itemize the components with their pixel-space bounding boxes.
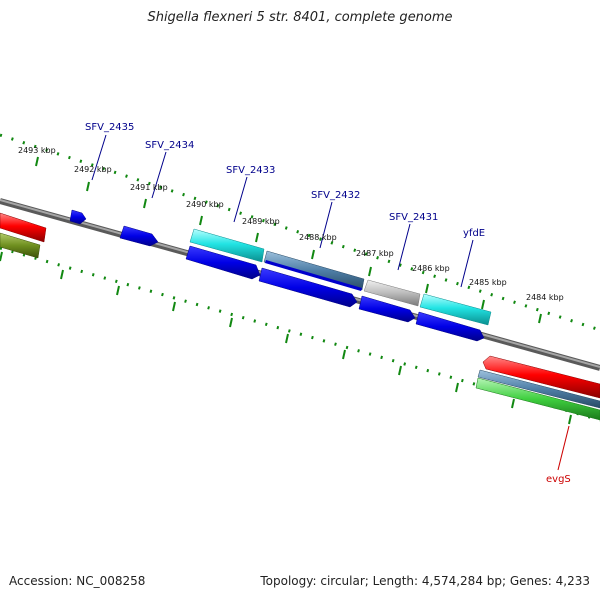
gene-label-sfv-2431: SFV_2431: [389, 212, 438, 223]
connector-sfv-2434: [151, 151, 167, 199]
inner-major-ticks: [0, 251, 572, 425]
connector-yfde: [460, 239, 474, 288]
gene-arrow: [358, 295, 416, 323]
kbp-label: 2485 kbp: [469, 278, 507, 287]
gene-label-sfv-2435: SFV_2435: [85, 122, 134, 133]
major-tick: [425, 283, 429, 294]
gene-label-yfde: yfdE: [463, 228, 485, 239]
gene-arrow-sfv-2433: [189, 228, 265, 263]
kbp-label: 2489 kbp: [242, 217, 280, 226]
forward-strand-genes: [0, 209, 492, 326]
map-title: Shigella flexneri 5 str. 8401, complete …: [147, 10, 453, 25]
gene-arrow-sfv-2431: [363, 279, 421, 307]
gene-arrow: [185, 245, 261, 280]
major-tick: [255, 232, 259, 243]
kbp-label: 2492 kbp: [74, 165, 112, 174]
major-tick: [199, 215, 203, 226]
kbp-label: 2491 kbp: [130, 183, 168, 192]
gene-name-labels: SFV_2435 SFV_2434 SFV_2433 SFV_2432 SFV_…: [85, 122, 571, 485]
kbp-label: 2484 kbp: [526, 293, 564, 302]
major-tick: [538, 313, 542, 324]
major-tick: [60, 269, 64, 280]
reverse-strand-genes: [0, 232, 600, 421]
gene-arrow: [258, 267, 358, 308]
kbp-label: 2486 kbp: [412, 264, 450, 273]
major-tick: [481, 299, 485, 310]
kbp-label: 2493 kbp: [18, 146, 56, 155]
major-tick: [285, 333, 289, 344]
connector-evgs: [557, 425, 570, 471]
major-tick: [0, 251, 3, 262]
accession-text: Accession: NC_008258: [9, 574, 146, 588]
gene-arrow-sfv-2432-blue: [265, 260, 362, 291]
connector-sfv-2431: [397, 223, 411, 271]
major-tick: [398, 365, 402, 376]
gene-label-sfv-2433: SFV_2433: [226, 165, 275, 176]
major-tick: [35, 156, 39, 167]
major-tick: [86, 181, 90, 192]
major-tick: [172, 301, 176, 312]
major-tick: [116, 285, 120, 296]
major-tick: [455, 382, 459, 393]
gene-arrow-yfde: [419, 293, 492, 326]
inner-tick-ring: [0, 246, 600, 422]
connector-sfv-2435: [91, 134, 107, 181]
gene-arrow: [69, 209, 87, 225]
gene-label-connectors: [91, 134, 570, 471]
major-tick: [342, 349, 346, 360]
gene-label-evgs: evgS: [546, 474, 571, 485]
outer-major-ticks: [35, 156, 542, 324]
gene-arrow: [119, 225, 159, 247]
kbp-labels: 2493 kbp 2492 kbp 2491 kbp 2490 kbp 2489…: [18, 146, 564, 302]
major-tick: [143, 198, 147, 209]
gene-arrow-red-left: [0, 212, 47, 243]
gene-arrow-evgs-red: [482, 355, 600, 399]
major-tick: [311, 249, 315, 260]
gene-arrow-olive-left: [0, 232, 41, 259]
gene-arrow: [415, 311, 485, 342]
kbp-label: 2488 kbp: [299, 233, 337, 242]
gene-arrow-evgs-green: [475, 377, 600, 421]
connector-sfv-2433: [233, 176, 248, 223]
kbp-label: 2487 kbp: [356, 249, 394, 258]
major-tick: [229, 317, 233, 328]
gene-label-sfv-2432: SFV_2432: [311, 190, 360, 201]
topology-summary: Topology: circular; Length: 4,574,284 bp…: [260, 574, 590, 588]
major-tick: [511, 398, 515, 409]
major-tick: [368, 266, 372, 277]
gene-arrow-evgs-steel: [477, 369, 600, 409]
major-tick: [568, 414, 572, 425]
connector-sfv-2432: [319, 201, 333, 249]
gene-arrow-sfv-2432: [263, 250, 365, 291]
kbp-label: 2490 kbp: [186, 200, 224, 209]
gene-label-sfv-2434: SFV_2434: [145, 140, 194, 151]
